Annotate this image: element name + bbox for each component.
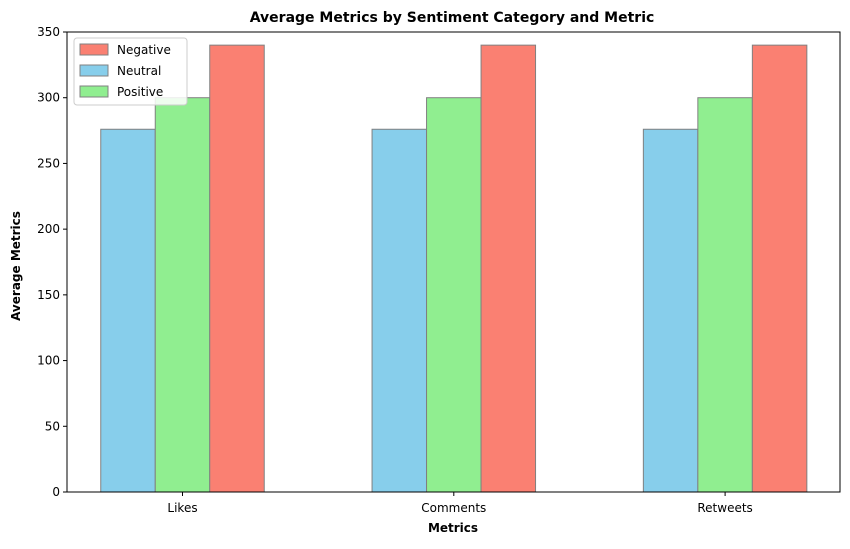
legend: Negative Neutral Positive — [73, 37, 188, 106]
legend-label-negative: Negative — [117, 43, 171, 57]
x-tick-label: Likes — [167, 501, 197, 515]
bar-neutral-comments — [371, 128, 428, 493]
legend-label-positive: Positive — [117, 85, 163, 99]
y-tick-label: 150 — [37, 288, 60, 302]
bar-negative-retweets — [751, 44, 808, 493]
bar-neutral-retweets — [642, 128, 699, 493]
bar-positive-likes — [154, 97, 211, 493]
bar-negative-comments — [480, 44, 537, 493]
legend-label-neutral: Neutral — [117, 64, 161, 78]
y-axis-label: Average Metrics — [9, 211, 23, 321]
legend-swatch-neutral — [79, 64, 109, 77]
x-tick-label: Retweets — [697, 501, 752, 515]
bar-positive-retweets — [697, 97, 753, 493]
y-tick-label: 350 — [37, 25, 60, 39]
bar-positive-comments — [426, 97, 482, 493]
legend-swatch-positive — [79, 85, 109, 98]
y-tick-label: 50 — [45, 419, 60, 433]
x-tick-label: Comments — [421, 501, 486, 515]
x-axis-label: Metrics — [428, 521, 478, 535]
bar-neutral-likes — [100, 128, 156, 493]
bar-negative-likes — [209, 44, 265, 493]
y-tick-label: 100 — [37, 354, 60, 368]
legend-swatch-negative — [79, 43, 109, 56]
y-tick-label: 0 — [52, 485, 60, 499]
y-tick-label: 300 — [37, 91, 60, 105]
plot-area: Likes Comments Retweets 0 50 100 150 200 250 300 3… — [37, 25, 841, 515]
y-tick-label: 200 — [37, 222, 60, 236]
plot-frame — [66, 31, 841, 493]
chart-title: Average Metrics by Sentiment Category an… — [250, 10, 655, 26]
y-tick-label: 250 — [37, 156, 60, 170]
